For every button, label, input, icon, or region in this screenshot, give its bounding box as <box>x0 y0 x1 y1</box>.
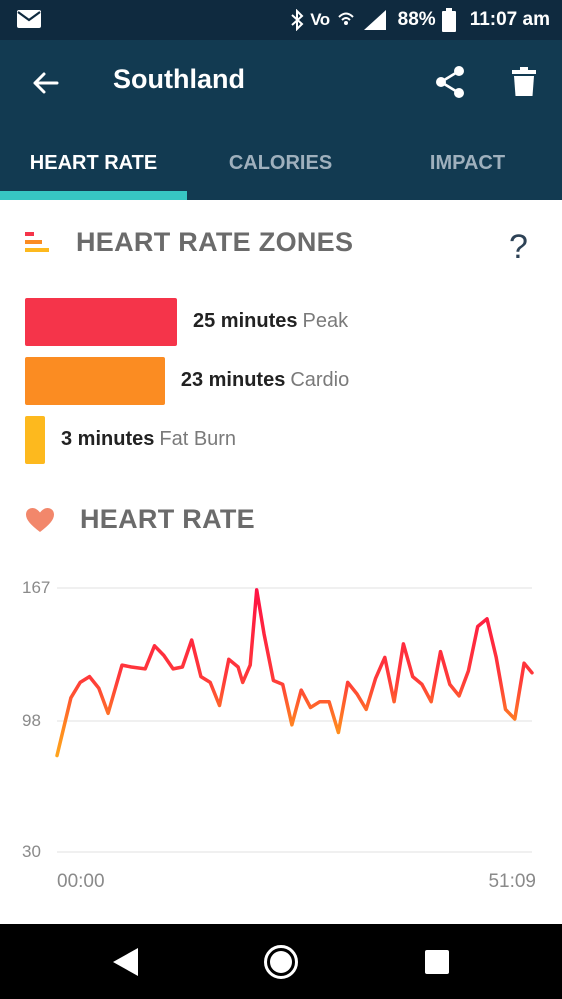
battery-percent: 88% <box>397 9 436 30</box>
nav-recent-icon[interactable] <box>425 950 449 974</box>
heart-icon <box>26 508 54 532</box>
help-button[interactable]: ? <box>509 228 528 266</box>
zone-name: Cardio <box>290 369 350 391</box>
heart-rate-chart-svg: 167 98 30 00:00 51:09 <box>22 578 536 892</box>
zone-minutes: 3 minutes <box>61 428 155 450</box>
zone-name: Peak <box>302 310 349 332</box>
zone-label-cardio: 23 minutes Cardio <box>181 369 349 392</box>
heart-rate-section-title: HEART RATE <box>80 504 255 534</box>
y-tick-label: 30 <box>22 842 41 861</box>
arrow-left-icon <box>33 72 59 94</box>
tab-calories[interactable]: CALORIES <box>228 151 333 174</box>
tab-bar: HEART RATE CALORIES IMPACT <box>0 126 562 200</box>
signal-icon <box>363 10 386 30</box>
x-tick-label: 00:00 <box>57 871 105 892</box>
bluetooth-icon <box>291 9 304 31</box>
nav-back-icon[interactable] <box>110 946 140 978</box>
y-tick-label: 98 <box>22 711 41 730</box>
heart-rate-line <box>55 588 534 758</box>
clock: 11:07 am <box>469 9 550 30</box>
delete-button[interactable] <box>502 60 546 104</box>
trash-icon <box>512 67 536 96</box>
zone-minutes: 25 minutes <box>193 310 298 332</box>
back-button[interactable] <box>24 62 66 104</box>
app-bar: Southland <box>0 40 562 126</box>
android-nav-bar <box>0 924 562 999</box>
zones-bars-icon <box>25 232 49 252</box>
zone-label-fat-burn: 3 minutes Fat Burn <box>61 428 236 451</box>
active-tab-indicator <box>0 191 187 200</box>
zone-bar-cardio <box>25 357 165 405</box>
y-tick-label: 167 <box>22 578 50 597</box>
status-bar: Vo 88% 11:07 am <box>0 0 562 40</box>
tab-heart-rate[interactable]: HEART RATE <box>29 151 158 174</box>
mail-icon <box>17 10 41 28</box>
x-tick-label: 51:09 <box>488 871 536 892</box>
volte-label: Vo <box>310 10 330 29</box>
nav-home-icon[interactable] <box>263 944 299 980</box>
zone-bar-fat-burn <box>25 416 45 464</box>
heart-rate-chart: 167 98 30 00:00 51:09 <box>0 560 562 900</box>
share-button[interactable] <box>428 60 472 104</box>
zone-bar-peak <box>25 298 177 346</box>
zone-label-peak: 25 minutes Peak <box>193 310 348 333</box>
tab-impact[interactable]: IMPACT <box>429 151 506 174</box>
battery-icon <box>441 8 456 32</box>
zone-minutes: 23 minutes <box>180 369 286 391</box>
wifi-calling-icon <box>337 12 354 25</box>
page-title: Southland <box>113 64 245 94</box>
status-icons: Vo 88% 11:07 am <box>290 0 550 40</box>
zones-section-title: HEART RATE ZONES <box>76 227 354 257</box>
share-icon <box>436 66 464 98</box>
zone-name: Fat Burn <box>159 428 237 450</box>
